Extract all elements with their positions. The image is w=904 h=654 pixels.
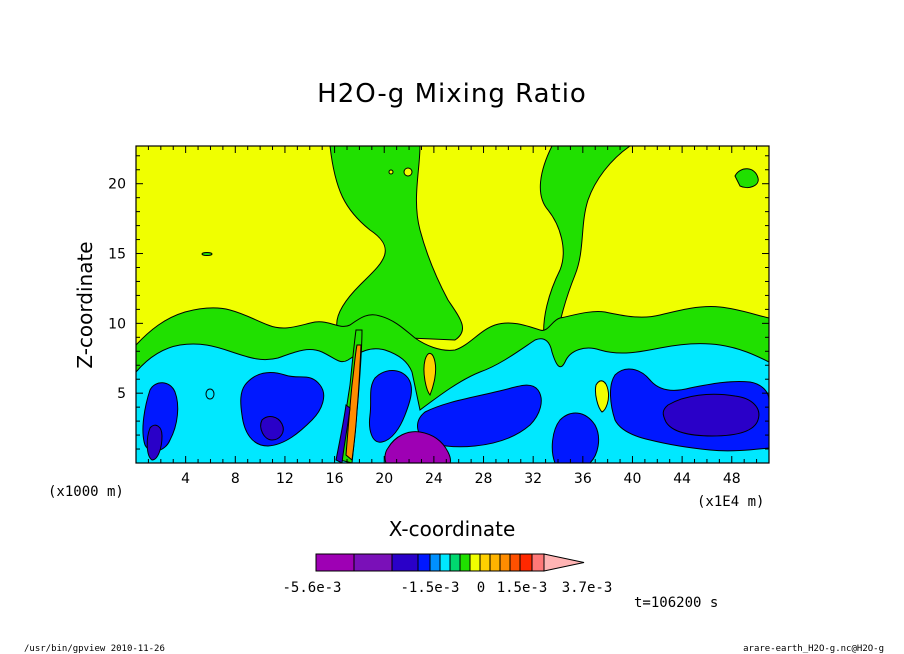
x-unit-left: (x1000 m) bbox=[48, 484, 124, 500]
colorbar-label: -1.5e-3 bbox=[400, 580, 459, 596]
field-island-1 bbox=[403, 167, 413, 177]
field-plume-yellow bbox=[595, 380, 609, 413]
field-island-4 bbox=[205, 388, 215, 400]
footer-right: arare-earth_H2O-g.nc@H2O-g bbox=[743, 644, 884, 654]
colorbar-swatch bbox=[479, 553, 491, 572]
field-darkblue-1 bbox=[260, 416, 284, 441]
colorbar-swatch bbox=[469, 553, 481, 572]
x-axis-label: X-coordinate bbox=[389, 517, 516, 541]
colorbar-swatch bbox=[439, 553, 451, 572]
x-tick-label: 36 bbox=[574, 471, 592, 487]
x-tick-label: 4 bbox=[181, 471, 190, 487]
plot-frame bbox=[135, 145, 770, 464]
colorbar-swatch bbox=[519, 553, 533, 572]
colorbar-labels: -5.6e-3 -1.5e-3 0 1.5e-3 3.7e-3 bbox=[282, 580, 612, 596]
colorbar-swatch bbox=[499, 553, 511, 572]
x-tick-label: 16 bbox=[326, 471, 344, 487]
x-tick-label: 8 bbox=[231, 471, 240, 487]
y-axis: 5 10 15 20 bbox=[108, 155, 769, 450]
colorbar-label: 3.7e-3 bbox=[562, 580, 613, 596]
field-blue-5 bbox=[551, 412, 600, 463]
x-tick-label: 24 bbox=[425, 471, 443, 487]
x-tick-label: 12 bbox=[276, 471, 294, 487]
x-tick-label: 28 bbox=[475, 471, 493, 487]
colorbar-swatch bbox=[543, 553, 585, 572]
x-tick-label: 44 bbox=[673, 471, 691, 487]
colorbar-swatch bbox=[449, 553, 461, 572]
x-tick-label: 32 bbox=[524, 471, 542, 487]
colorbar-swatch bbox=[391, 553, 419, 572]
colorbar-swatch bbox=[489, 553, 501, 572]
colorbar-label: 0 bbox=[477, 580, 485, 596]
colorbar-swatch bbox=[531, 553, 545, 572]
chart-title: H2O-g Mixing Ratio bbox=[317, 79, 587, 109]
field-purple bbox=[384, 431, 451, 463]
colorbar-swatch bbox=[417, 553, 431, 572]
colorbar-label: -5.6e-3 bbox=[282, 580, 341, 596]
field-darkblue-3 bbox=[146, 424, 163, 461]
x-unit-right: (x1E4 m) bbox=[697, 494, 764, 510]
field-island-2 bbox=[388, 169, 394, 175]
field-plume-orange bbox=[423, 353, 437, 396]
colorbar-swatch bbox=[459, 553, 471, 572]
field-green-right-corner bbox=[734, 168, 759, 189]
contour-field bbox=[136, 146, 769, 463]
x-tick-label: 40 bbox=[624, 471, 642, 487]
field-column-orange bbox=[345, 344, 362, 461]
y-tick-label: 10 bbox=[108, 316, 126, 332]
field-column-dark bbox=[335, 404, 351, 463]
time-label: t=106200 s bbox=[634, 595, 718, 611]
footer-left: /usr/bin/gpview 2010-11-26 bbox=[24, 644, 165, 654]
x-axis: 4 8 12 16 20 24 28 32 36 40 44 48 bbox=[147, 146, 758, 487]
colorbar-swatch bbox=[429, 553, 441, 572]
y-axis-label: Z-coordinate bbox=[73, 241, 97, 368]
colorbar-swatch bbox=[315, 553, 355, 572]
field-blue-3 bbox=[369, 370, 412, 443]
x-tick-label: 20 bbox=[375, 471, 393, 487]
field-darkblue-2 bbox=[662, 393, 760, 437]
y-tick-label: 15 bbox=[108, 247, 126, 263]
y-tick-label: 5 bbox=[117, 386, 126, 402]
x-tick-label: 48 bbox=[723, 471, 741, 487]
colorbar-label: 1.5e-3 bbox=[497, 580, 548, 596]
colorbar bbox=[315, 553, 585, 572]
y-tick-label: 20 bbox=[108, 177, 126, 193]
colorbar-swatch bbox=[353, 553, 393, 572]
colorbar-swatch bbox=[509, 553, 521, 572]
field-island-3 bbox=[201, 252, 213, 256]
